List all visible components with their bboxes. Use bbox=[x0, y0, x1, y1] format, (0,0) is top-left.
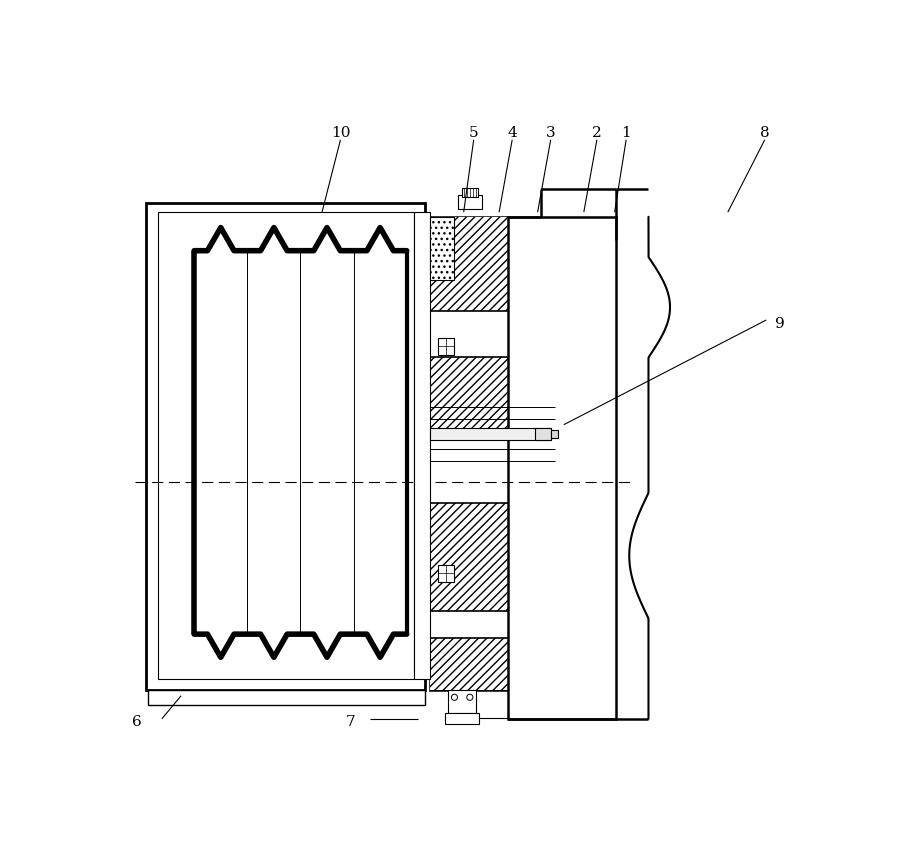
Text: 7: 7 bbox=[346, 715, 356, 729]
Text: 5: 5 bbox=[469, 126, 479, 140]
Text: 3: 3 bbox=[546, 126, 555, 140]
Text: 6: 6 bbox=[132, 715, 142, 729]
Text: 4: 4 bbox=[507, 126, 517, 140]
Text: 10: 10 bbox=[331, 126, 350, 140]
Bar bbox=[430, 217, 454, 280]
Bar bbox=[430, 217, 508, 690]
Text: 1: 1 bbox=[621, 126, 631, 140]
Bar bbox=[437, 338, 454, 355]
Text: 9: 9 bbox=[775, 317, 785, 331]
Bar bbox=[445, 713, 479, 724]
Bar bbox=[551, 430, 559, 438]
Bar bbox=[448, 690, 476, 713]
Bar bbox=[430, 503, 508, 611]
Bar bbox=[430, 428, 551, 440]
Bar bbox=[430, 434, 508, 503]
Bar bbox=[146, 203, 425, 690]
Bar bbox=[430, 217, 508, 311]
Text: 2: 2 bbox=[592, 126, 601, 140]
Bar bbox=[457, 195, 483, 209]
Bar bbox=[430, 611, 508, 638]
Bar bbox=[463, 188, 478, 197]
Bar bbox=[430, 638, 508, 690]
Bar bbox=[148, 690, 425, 705]
Text: 8: 8 bbox=[760, 126, 769, 140]
Bar bbox=[535, 428, 551, 440]
Bar bbox=[430, 311, 508, 357]
Bar bbox=[158, 213, 414, 679]
Bar bbox=[414, 213, 430, 679]
Bar bbox=[430, 357, 508, 434]
Bar bbox=[508, 217, 616, 719]
Bar bbox=[437, 565, 454, 582]
